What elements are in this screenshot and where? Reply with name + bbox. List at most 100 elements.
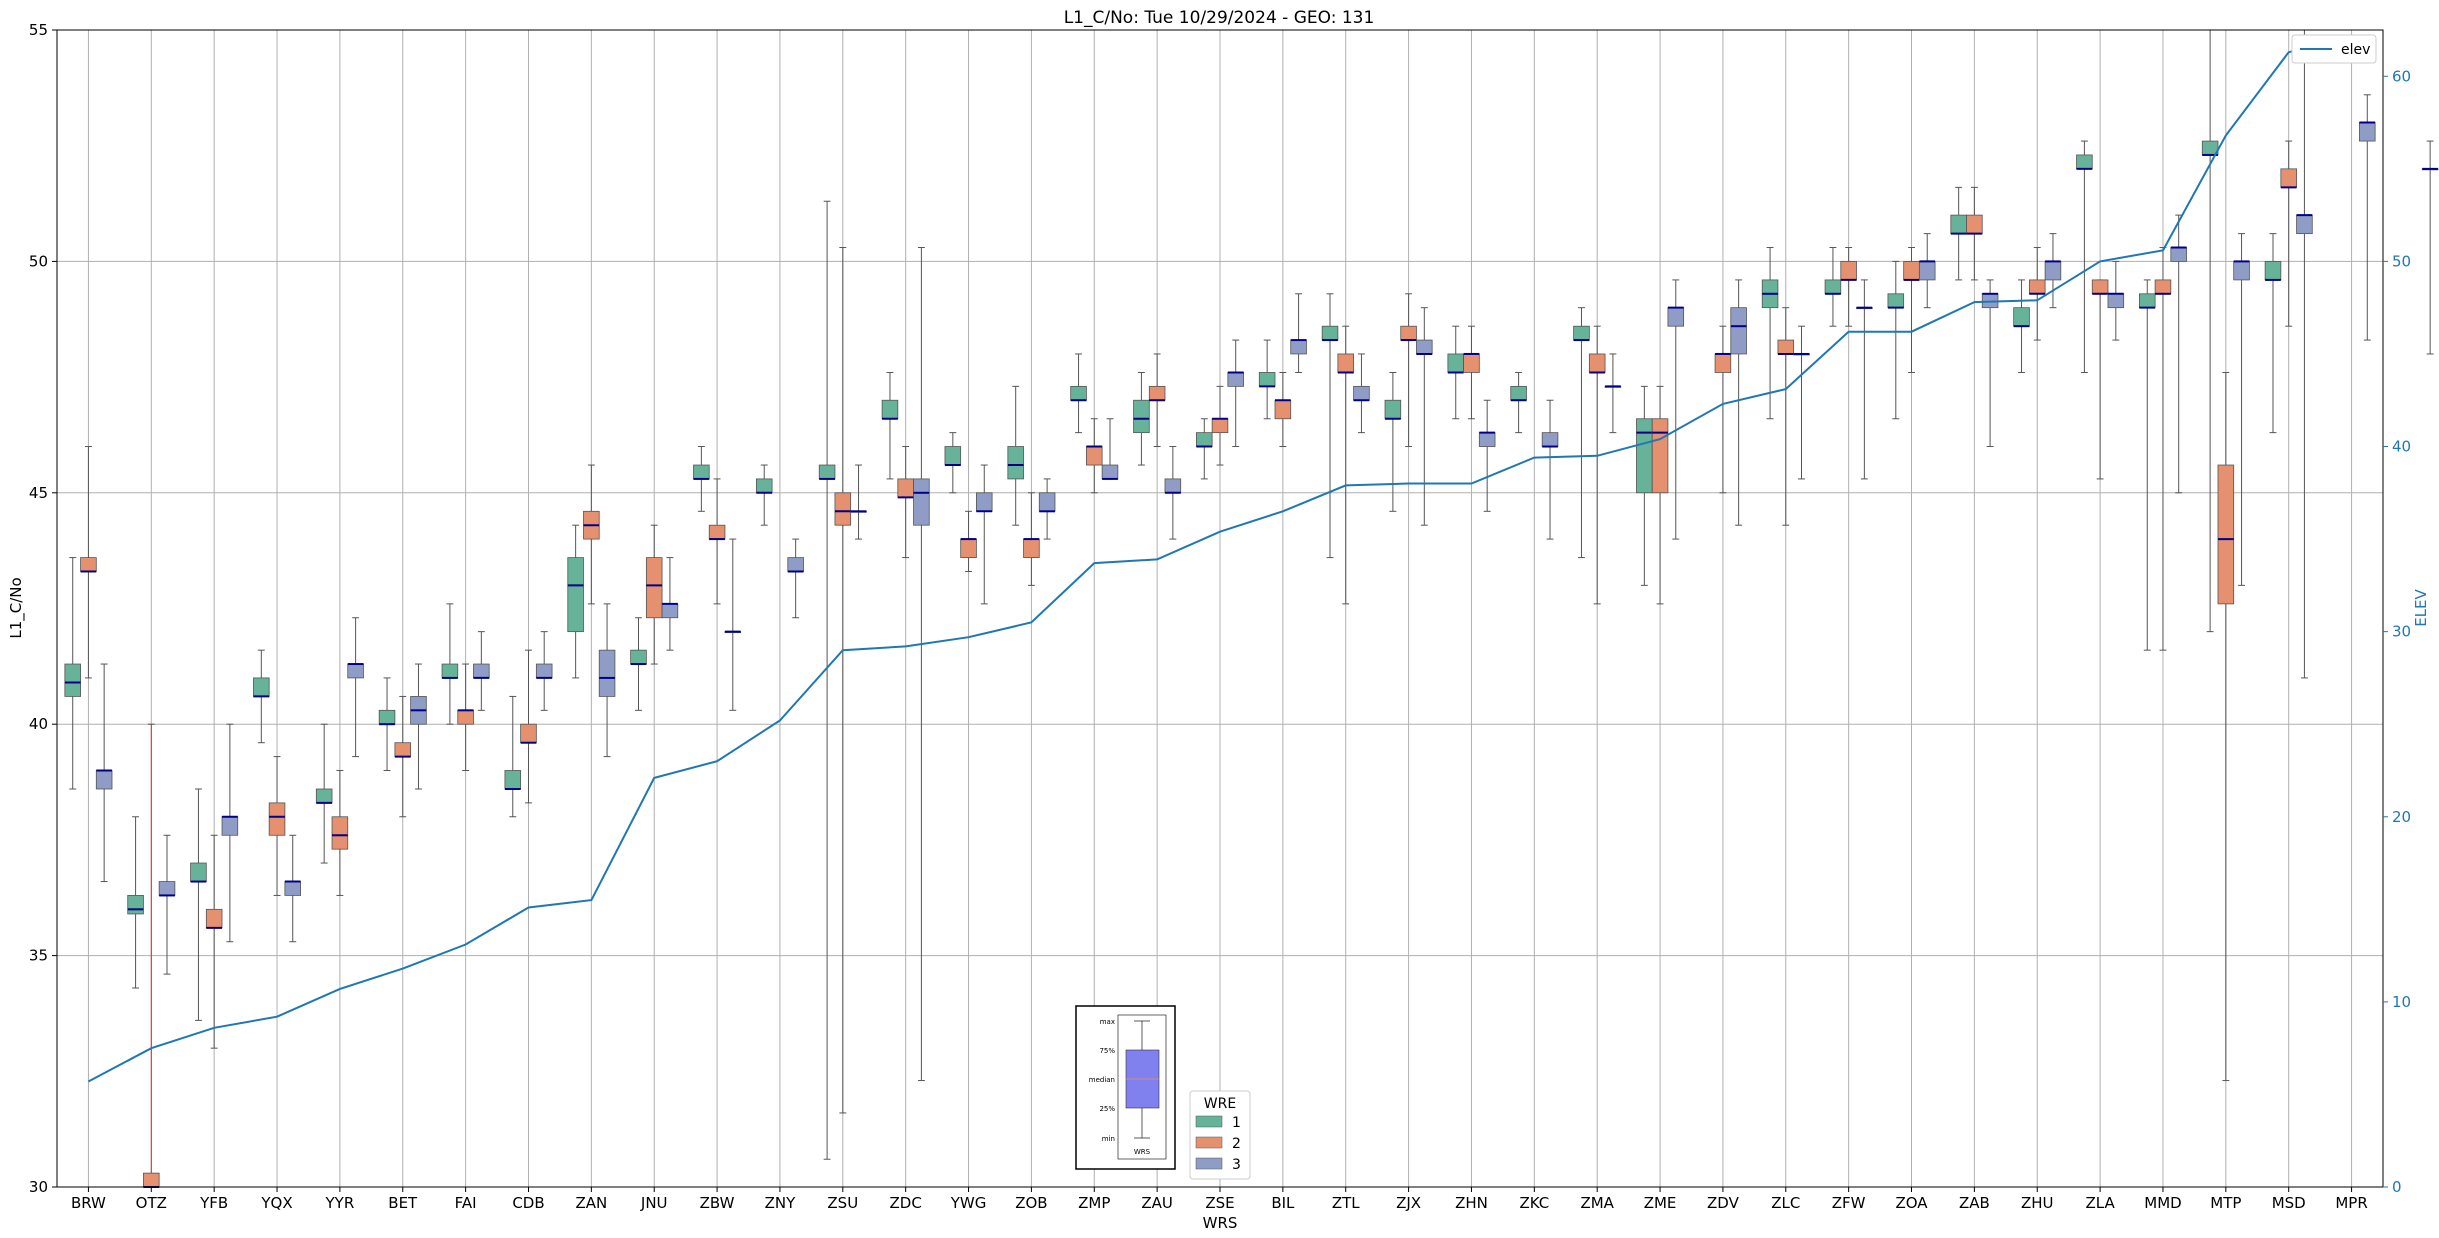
box-wre-2-YFB: [205, 834, 223, 1049]
wre-legend-title: WRE: [1204, 1096, 1236, 1112]
box: [913, 478, 930, 526]
box: [818, 464, 836, 480]
box-wre-2-ZLA: [2091, 279, 2109, 480]
box: [661, 603, 679, 619]
box: [64, 663, 81, 697]
box-wre-1-ZME: [1636, 385, 1653, 586]
box: [881, 399, 899, 420]
wre-legend-label-2: 2: [1232, 1136, 1241, 1152]
box: [331, 816, 349, 850]
y2-tick-label: 30: [2392, 623, 2411, 641]
box-wre-2-ZDC: [897, 446, 914, 559]
box-wre-1-ZMA: [1573, 307, 1590, 559]
box-wre-1-ZTL: [1321, 293, 1339, 559]
x-tick-label: JNU: [640, 1194, 668, 1212]
box-wre-3-BIL: [1290, 293, 1307, 373]
y2-tick-label: 20: [2392, 808, 2411, 826]
box: [535, 663, 553, 679]
box-wre-3-ZKC: [1541, 399, 1559, 540]
box-wre-3-ZAN: [598, 603, 616, 758]
box-wre-3-ZDV: [1730, 279, 1747, 526]
box-wre-2-ZMP: [1086, 418, 1103, 494]
box: [1824, 279, 1842, 295]
box: [1274, 399, 1292, 420]
box: [1258, 372, 1276, 387]
box-key-xlabel: WRS: [1134, 1148, 1151, 1156]
box: [2076, 154, 2093, 170]
box: [315, 788, 333, 804]
box-wre-2-ZAB: [1966, 186, 1983, 281]
box-wre-2-BRW: [80, 446, 97, 679]
box: [693, 464, 710, 480]
box: [1400, 325, 1417, 341]
y2-tick-label: 10: [2392, 993, 2411, 1011]
box: [1636, 418, 1653, 494]
box-wre-3-MSD: [2296, 29, 2313, 679]
box-wre-3-ZHN: [1478, 399, 1496, 512]
box-key-inner-frame: [1117, 1014, 1167, 1160]
box-wre-1-YQX: [253, 649, 270, 744]
box: [1588, 353, 1606, 373]
box-wre-1-YFB: [190, 788, 207, 1021]
box-key-frame: [1075, 1005, 1176, 1170]
box: [1148, 385, 1166, 401]
box-wre-2-ZFW: [1840, 247, 1857, 327]
box-wre-2-MTP: [2217, 371, 2235, 1082]
y-tick-label: 55: [29, 21, 48, 39]
box: [567, 557, 584, 633]
box-key-label-q1: 25%: [1099, 1105, 1115, 1113]
box-wre-1-ZOA: [1887, 260, 1905, 420]
box: [1133, 399, 1150, 434]
y-tick-label: 35: [29, 947, 48, 965]
y-tick-label: 45: [29, 484, 48, 502]
box-wre-3-ZTL: [1353, 353, 1370, 434]
box: [1573, 325, 1590, 341]
x-tick-label: ZJX: [1396, 1194, 1421, 1212]
box: [834, 492, 852, 526]
wre-legend-label-3: 3: [1232, 1157, 1241, 1173]
x-tick-label: ZFW: [1832, 1194, 1866, 1212]
box: [1478, 432, 1496, 447]
box-wre-3-JNU: [661, 557, 679, 651]
box: [787, 557, 804, 572]
box-key-label-q3: 75%: [1099, 1047, 1115, 1055]
box-wre-3-ZMP: [1101, 418, 1119, 480]
axes: BRW OTZ YFB YQX YYR BET FAI CDB ZAN JNU ZBW ZNY ZSU Z…: [29, 21, 2411, 1212]
box: [1510, 385, 1527, 401]
box-wre-3-ZME: [1667, 279, 1685, 540]
box: [1384, 399, 1402, 420]
box: [1447, 353, 1465, 373]
box: [221, 816, 239, 836]
box: [755, 478, 773, 494]
x-tick-label: ZSU: [827, 1194, 858, 1212]
y-tick-label: 40: [29, 715, 48, 733]
box-wre-1-FAI: [441, 603, 459, 725]
box-wre-3-ZMA: [1604, 353, 1622, 434]
box: [630, 649, 647, 665]
box-wre-3-CDB: [535, 631, 553, 711]
box: [1007, 446, 1024, 480]
box-wre-3-MMD: [2170, 214, 2187, 494]
x-tick-label: ZMP: [1078, 1194, 1110, 1212]
elev-legend: elev: [2291, 34, 2377, 64]
box-wre-1-BRW: [64, 557, 81, 790]
x-tick-label: ZHN: [1455, 1194, 1488, 1212]
box-wre-2-ZSU: [834, 247, 852, 1114]
box-wre-1-ZBW: [693, 446, 710, 512]
box-key-label-median: median: [1089, 1076, 1115, 1084]
wre-legend-swatch-3: [1195, 1157, 1223, 1170]
x-tick-label: YQX: [260, 1194, 292, 1212]
box: [1541, 432, 1559, 447]
box: [1227, 372, 1244, 387]
box-wre-1-ZNY: [755, 464, 773, 526]
box-wre-2-ZDV: [1714, 325, 1732, 494]
box-wre-2-ZMA: [1588, 325, 1606, 605]
box: [378, 709, 396, 725]
x-tick-label: MPR: [2335, 1194, 2367, 1212]
x-tick-label: ZLA: [2085, 1194, 2115, 1212]
box: [2170, 247, 2187, 262]
box-wre-3-YWG: [975, 464, 993, 605]
box: [975, 492, 993, 512]
box-wre-3-BRW: [95, 663, 113, 883]
box: [1211, 418, 1229, 434]
